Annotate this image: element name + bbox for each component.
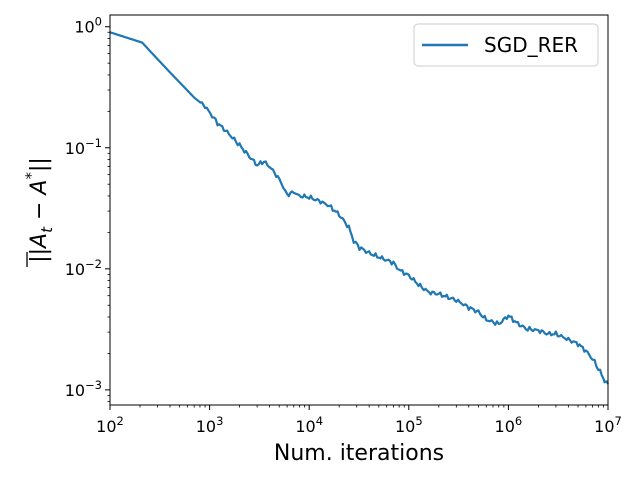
y-tick-label: 10−2 — [65, 257, 102, 279]
svg-text:||At − A*||: ||At − A*|| — [22, 157, 56, 263]
y-axis-label: ||At − A*|| — [22, 157, 56, 267]
x-tick-label: 105 — [395, 414, 423, 436]
y-axis-ticks: 100 10−1 10−2 10−3 — [65, 15, 110, 403]
x-tick-label: 107 — [594, 414, 622, 436]
y-tick-label: 100 — [74, 15, 102, 37]
x-tick-label: 104 — [295, 414, 323, 436]
y-tick-label: 10−3 — [65, 378, 102, 400]
series-line — [109, 31, 609, 385]
legend-box — [413, 23, 599, 67]
x-tick-label: 103 — [196, 414, 224, 436]
legend-label: SGD_RER — [484, 33, 578, 57]
plot-frame — [109, 14, 609, 406]
x-axis-label: Num. iterations — [274, 441, 444, 466]
plot-background — [110, 15, 608, 405]
series-layer — [109, 31, 609, 385]
x-axis-ticks: 102 103 104 105 106 107 — [96, 405, 622, 436]
x-tick-label: 102 — [96, 414, 124, 436]
x-tick-label: 106 — [495, 414, 523, 436]
legend: SGD_RER — [413, 23, 599, 67]
y-tick-label: 10−1 — [65, 136, 102, 158]
